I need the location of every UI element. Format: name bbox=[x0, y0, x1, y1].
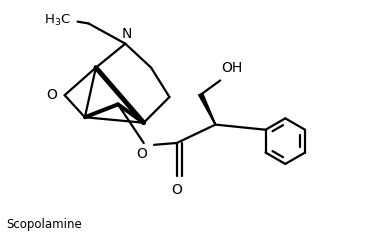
Text: OH: OH bbox=[222, 61, 243, 75]
Text: N: N bbox=[121, 27, 132, 41]
Text: H$_3$C: H$_3$C bbox=[44, 13, 71, 28]
Text: Scopolamine: Scopolamine bbox=[6, 217, 81, 230]
Text: O: O bbox=[171, 183, 182, 198]
Text: O: O bbox=[137, 147, 147, 162]
Text: O: O bbox=[46, 88, 57, 102]
